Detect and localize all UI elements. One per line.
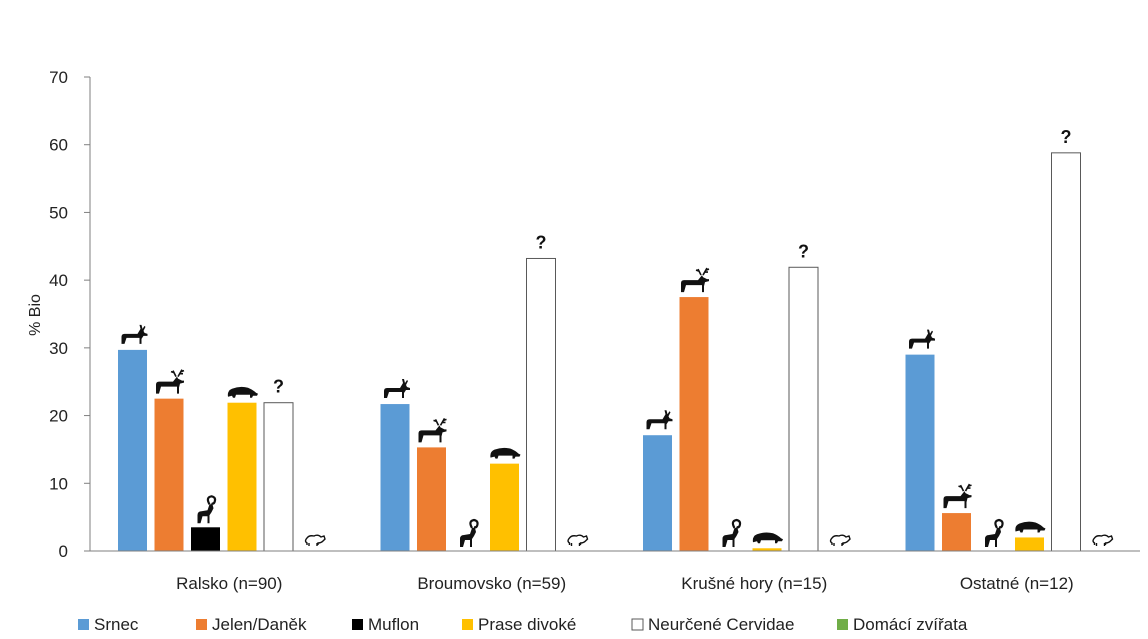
x-axis: Ralsko (n=90) Broumovsko (n=59) Krušné hor…: [90, 550, 1140, 593]
sheep-icon: [829, 534, 851, 546]
x-category-label: Krušné hory (n=15): [681, 574, 827, 593]
red-deer-icon: [418, 418, 447, 443]
svg-text:?: ?: [273, 377, 284, 397]
legend-item: Jelen/Daněk: [196, 615, 307, 634]
bar-question-mark: [526, 257, 556, 552]
bar-icons: ????: [121, 127, 1114, 547]
y-tick-label: 20: [49, 407, 68, 426]
bar-red-deer: [942, 513, 971, 551]
bar-question-mark: [263, 402, 294, 552]
legend-item: Prase divoké: [462, 615, 576, 634]
legend-label: Prase divoké: [478, 615, 576, 634]
wild-boar-icon: [490, 447, 521, 459]
bar-wild-boar: [1015, 537, 1044, 551]
y-tick-label: 50: [49, 203, 68, 222]
roe-deer-icon: [121, 324, 148, 344]
legend-label: Jelen/Daněk: [212, 615, 307, 634]
bar-red-deer: [154, 398, 184, 551]
legend-item: Domácí zvířata: [837, 615, 968, 634]
y-tick-label: 60: [49, 136, 68, 155]
red-deer-icon: [156, 369, 185, 394]
y-tick-label: 0: [59, 542, 68, 561]
bar-red-deer: [417, 447, 446, 551]
wild-boar-icon: [227, 386, 258, 398]
question-mark-icon: ?: [536, 232, 547, 252]
legend-item: Neurčené Cervidae: [631, 615, 794, 634]
svg-text:?: ?: [798, 241, 809, 261]
roe-deer-icon: [646, 410, 673, 430]
bar-roe-deer: [643, 435, 672, 551]
y-tick-label: 10: [49, 474, 68, 493]
bar-question-mark: [788, 266, 819, 552]
legend: Srnec Jelen/Daněk Muflon Prase divoké Neurče…: [78, 615, 968, 634]
y-axis-title: % Bio: [27, 294, 44, 336]
bar-question-mark: [1051, 152, 1081, 552]
bar-wild-boar: [227, 402, 257, 551]
bar-roe-deer: [905, 354, 935, 551]
roe-deer-icon: [384, 379, 410, 399]
question-mark-icon: ?: [798, 241, 809, 261]
legend-label: Neurčené Cervidae: [648, 615, 794, 634]
legend-swatch: [196, 619, 207, 630]
legend-item: Srnec: [78, 615, 139, 634]
wild-boar-icon: [752, 532, 783, 544]
legend-label: Muflon: [368, 615, 419, 634]
svg-text:?: ?: [536, 232, 547, 252]
red-deer-icon: [681, 267, 710, 293]
bar-roe-deer: [380, 404, 410, 551]
mouflon-icon: [985, 518, 1004, 547]
legend-item: Muflon: [352, 615, 419, 634]
bar-mouflon: [191, 527, 220, 551]
y-axis: 0 10 20 30 40 50 60 70: [49, 68, 91, 561]
legend-swatch: [352, 619, 363, 630]
bar-wild-boar: [490, 463, 519, 551]
sheep-icon: [567, 534, 589, 546]
x-category-label: Ralsko (n=90): [176, 574, 282, 593]
legend-swatch: [837, 619, 848, 630]
x-category-label: Broumovsko (n=59): [417, 574, 566, 593]
bar-roe-deer: [118, 349, 147, 551]
red-deer-icon: [943, 483, 972, 509]
bar-wild-boar: [752, 548, 782, 551]
y-tick-label: 70: [49, 68, 68, 87]
x-category-label: Ostatné (n=12): [960, 574, 1074, 593]
question-mark-icon: ?: [273, 377, 284, 397]
legend-swatch: [462, 619, 473, 630]
bars: [118, 152, 1081, 552]
y-tick-label: 30: [49, 339, 68, 358]
question-mark-icon: ?: [1061, 127, 1072, 147]
roe-deer-icon: [909, 329, 935, 349]
y-tick-label: 40: [49, 271, 68, 290]
sheep-icon: [1092, 534, 1114, 546]
wild-boar-icon: [1015, 521, 1046, 533]
svg-text:?: ?: [1061, 127, 1072, 147]
sheep-icon: [304, 534, 326, 546]
legend-label: Srnec: [94, 615, 139, 634]
legend-swatch: [631, 618, 644, 631]
mouflon-icon: [722, 518, 742, 547]
mouflon-icon: [197, 495, 217, 524]
mouflon-icon: [460, 518, 479, 547]
bar-red-deer: [679, 297, 709, 551]
legend-label: Domácí zvířata: [853, 615, 968, 634]
legend-swatch: [78, 619, 89, 630]
